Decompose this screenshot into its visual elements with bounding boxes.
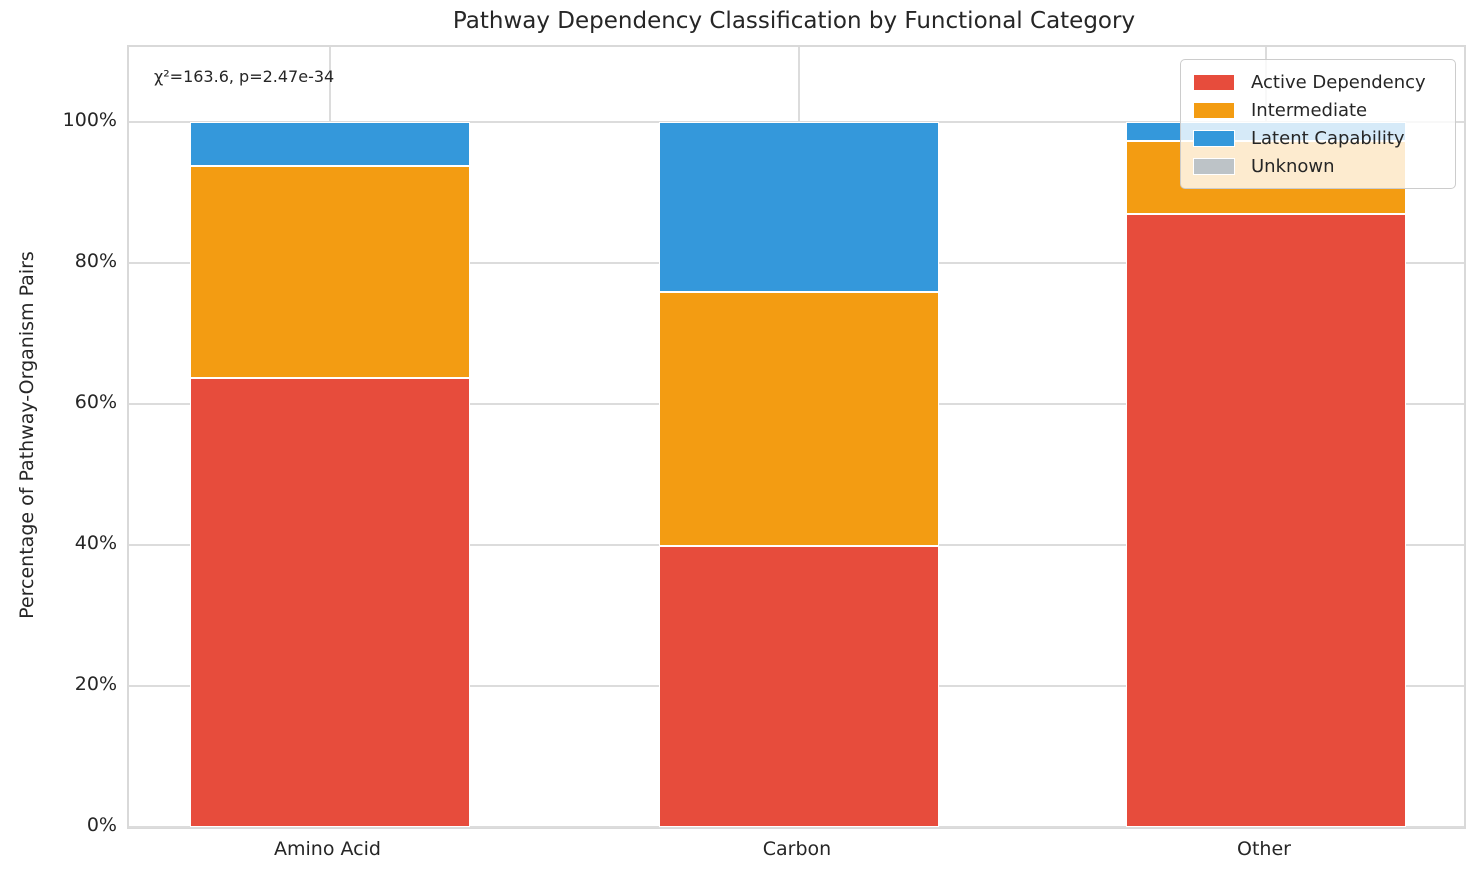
legend-swatch-intermediate: [1193, 101, 1235, 119]
chart-title: Pathway Dependency Classification by Fun…: [452, 8, 1136, 34]
legend-swatch-unknown: [1193, 157, 1235, 175]
y-tick-label-100: 100%: [62, 108, 117, 131]
bar-carbon-intermediate: [659, 292, 939, 547]
legend: Active Dependency Intermediate Latent Capa…: [1180, 59, 1456, 189]
bar-amino-acid-latent-capability: [189, 121, 470, 166]
x-tick-label-amino-acid: Amino Acid: [274, 838, 381, 860]
legend-swatch-latent-capability: [1193, 129, 1235, 147]
legend-label-active-dependency: Active Dependency: [1251, 71, 1426, 93]
legend-item-active-dependency: Active Dependency: [1191, 68, 1445, 96]
bar-carbon-latent-capability: [659, 121, 939, 293]
y-tick-label-20: 20%: [74, 672, 117, 695]
gridline-h-0: [129, 826, 1464, 828]
legend-swatch-active-dependency: [1193, 73, 1235, 91]
y-tick-label-40: 40%: [74, 531, 117, 554]
legend-label-intermediate: Intermediate: [1251, 99, 1368, 121]
bar-amino-acid-active-dependency: [189, 378, 470, 827]
legend-item-latent-capability: Latent Capability: [1191, 124, 1445, 152]
y-tick-label-60: 60%: [74, 390, 117, 413]
legend-item-unknown: Unknown: [1191, 152, 1445, 180]
y-axis-label: Percentage of Pathway-Organism Pairs: [16, 251, 38, 619]
legend-label-latent-capability: Latent Capability: [1251, 127, 1405, 149]
y-tick-label-0: 0%: [86, 814, 117, 836]
plot-area: χ²=163.6, p=2.47e-34 Active Dependency In…: [127, 45, 1466, 829]
bar-amino-acid-intermediate: [189, 165, 470, 379]
x-tick-label-other: Other: [1237, 838, 1291, 860]
chi-square-annotation: χ²=163.6, p=2.47e-34: [154, 67, 335, 86]
x-tick-label-carbon: Carbon: [762, 838, 832, 860]
legend-item-intermediate: Intermediate: [1191, 96, 1445, 124]
bar-other-active-dependency: [1126, 213, 1406, 827]
bar-carbon-active-dependency: [659, 546, 939, 827]
y-tick-label-80: 80%: [74, 249, 117, 272]
legend-label-unknown: Unknown: [1251, 155, 1335, 177]
